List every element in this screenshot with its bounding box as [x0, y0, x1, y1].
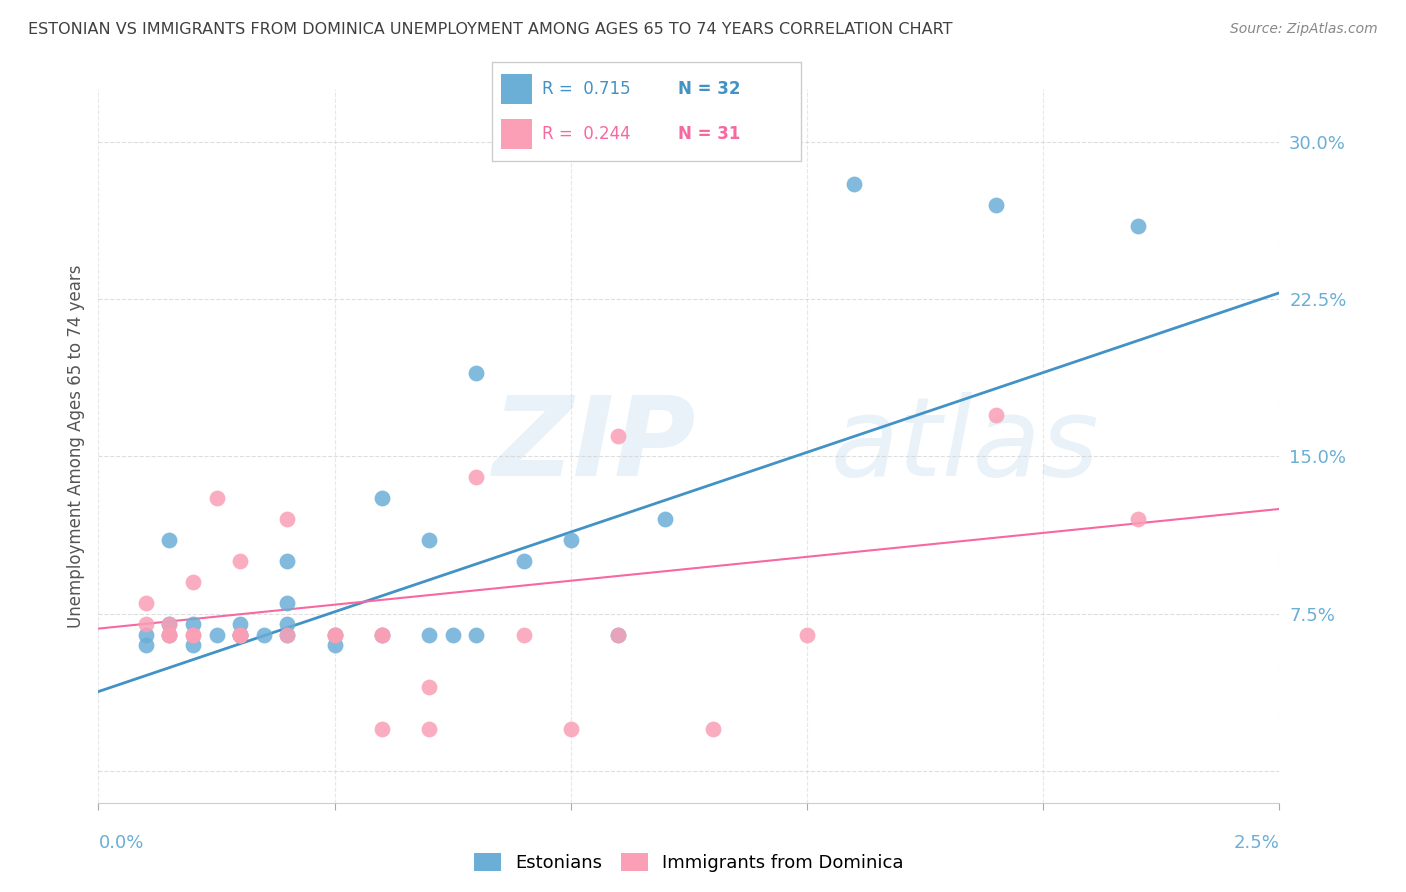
Text: Source: ZipAtlas.com: Source: ZipAtlas.com	[1230, 22, 1378, 37]
Point	[371, 723, 394, 737]
Point	[229, 617, 252, 632]
Point	[418, 628, 440, 642]
Point	[253, 628, 276, 642]
Point	[702, 723, 724, 737]
Point	[984, 408, 1007, 422]
Point	[1126, 219, 1149, 233]
Point	[654, 512, 676, 526]
Point	[418, 533, 440, 548]
Text: ESTONIAN VS IMMIGRANTS FROM DOMINICA UNEMPLOYMENT AMONG AGES 65 TO 74 YEARS CORR: ESTONIAN VS IMMIGRANTS FROM DOMINICA UNE…	[28, 22, 953, 37]
Point	[135, 617, 157, 632]
Point	[229, 628, 252, 642]
Point	[157, 628, 180, 642]
Point	[157, 628, 180, 642]
Point	[229, 554, 252, 568]
Point	[229, 628, 252, 642]
Text: 2.5%: 2.5%	[1233, 834, 1279, 852]
Point	[512, 628, 534, 642]
Point	[181, 639, 204, 653]
Bar	[502, 74, 533, 103]
Point	[418, 681, 440, 695]
Point	[512, 554, 534, 568]
Point	[607, 628, 630, 642]
Point	[276, 554, 298, 568]
Point	[796, 628, 818, 642]
Text: R =  0.715: R = 0.715	[541, 80, 630, 98]
Point	[1126, 512, 1149, 526]
Point	[157, 533, 180, 548]
Point	[157, 617, 180, 632]
Text: ZIP: ZIP	[492, 392, 696, 500]
Point	[607, 428, 630, 442]
Point	[371, 628, 394, 642]
Text: atlas: atlas	[831, 392, 1099, 500]
Point	[371, 628, 394, 642]
Point	[323, 628, 346, 642]
Point	[323, 639, 346, 653]
Point	[844, 177, 866, 191]
Point	[323, 628, 346, 642]
Point	[276, 628, 298, 642]
Point	[276, 512, 298, 526]
Point	[229, 628, 252, 642]
Point	[418, 723, 440, 737]
Legend: Estonians, Immigrants from Dominica: Estonians, Immigrants from Dominica	[467, 846, 911, 880]
Point	[135, 596, 157, 610]
Point	[276, 596, 298, 610]
Point	[181, 575, 204, 590]
Point	[229, 628, 252, 642]
Point	[560, 723, 582, 737]
Text: R =  0.244: R = 0.244	[541, 125, 630, 143]
Point	[205, 628, 228, 642]
Point	[181, 628, 204, 642]
Point	[465, 628, 488, 642]
Y-axis label: Unemployment Among Ages 65 to 74 years: Unemployment Among Ages 65 to 74 years	[66, 264, 84, 628]
Bar	[502, 120, 533, 149]
Text: N = 31: N = 31	[678, 125, 740, 143]
Point	[371, 491, 394, 506]
Point	[984, 197, 1007, 211]
Point	[181, 628, 204, 642]
Point	[607, 628, 630, 642]
Text: N = 32: N = 32	[678, 80, 740, 98]
Point	[181, 617, 204, 632]
Point	[560, 533, 582, 548]
Point	[276, 628, 298, 642]
Point	[441, 628, 464, 642]
Point	[229, 628, 252, 642]
Point	[465, 470, 488, 484]
Point	[135, 628, 157, 642]
Text: 0.0%: 0.0%	[98, 834, 143, 852]
Point	[135, 639, 157, 653]
Point	[371, 628, 394, 642]
Point	[157, 628, 180, 642]
Point	[276, 617, 298, 632]
Point	[465, 366, 488, 380]
Point	[157, 617, 180, 632]
Point	[323, 628, 346, 642]
Point	[205, 491, 228, 506]
